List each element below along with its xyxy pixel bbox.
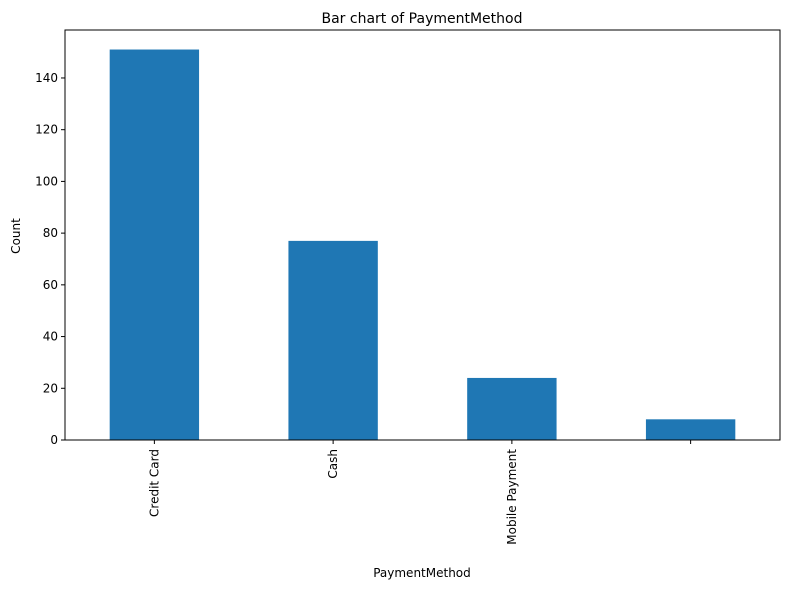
y-tick-label-6: 120 [35, 123, 58, 137]
x-axis-ticks: Credit Card Cash Mobile Payment [147, 440, 692, 545]
plot-frame [64, 29, 781, 441]
y-tick-label-2: 40 [43, 330, 58, 344]
y-axis-label: Count [9, 218, 23, 254]
bar-2 [467, 377, 557, 440]
y-axis-ticks: 0 20 40 60 80 100 120 140 [35, 71, 65, 447]
y-tick-label-0: 0 [50, 433, 58, 447]
y-tick-label-5: 100 [35, 174, 58, 188]
y-tick-label-4: 80 [43, 226, 58, 240]
x-tick-label-2: Mobile Payment [505, 449, 519, 545]
bar-1 [288, 240, 378, 440]
chart-title: Bar chart of PaymentMethod [322, 11, 523, 27]
y-tick-label-7: 140 [35, 71, 58, 85]
y-tick-label-3: 60 [43, 278, 58, 292]
x-tick-label-1: Cash [326, 449, 340, 479]
y-tick-label-1: 20 [43, 381, 58, 395]
bar-3 [645, 419, 736, 440]
x-tick-label-0: Credit Card [147, 449, 161, 517]
bar-0 [109, 49, 200, 441]
bars [109, 49, 736, 441]
x-axis-label: PaymentMethod [373, 566, 471, 580]
